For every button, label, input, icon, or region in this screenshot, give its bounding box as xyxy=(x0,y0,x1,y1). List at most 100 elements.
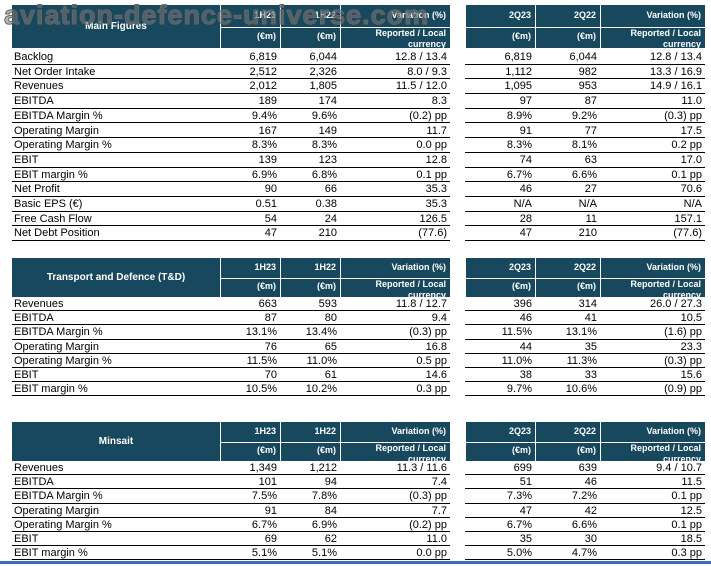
row-label: Revenues xyxy=(12,79,220,95)
cell-value: 46 xyxy=(465,182,535,197)
header-label: Variation (%) xyxy=(646,9,701,20)
cell-value: 47 xyxy=(465,226,535,242)
cell-value: 123 xyxy=(280,153,340,168)
cell-value: 66 xyxy=(280,182,340,197)
header-label: 2Q23 xyxy=(508,261,531,272)
cell-value: 16.8 xyxy=(340,340,450,354)
row-label: Revenues xyxy=(12,461,220,476)
cell-value: 9.2% xyxy=(535,109,600,124)
header-unit: Reported / Local currency xyxy=(375,278,446,300)
column-header: Variation (%) Reported / Local currency xyxy=(600,422,705,464)
cell-value: 0.1 pp xyxy=(600,489,705,504)
row-label: EBITDA Margin % xyxy=(12,325,220,340)
cell-value: 47 xyxy=(220,226,280,242)
section-title-cell: Transport and Defence (T&D) xyxy=(12,258,220,297)
row-label: Net Profit xyxy=(12,182,220,197)
header-divider xyxy=(341,26,450,28)
cell-value: 6,819 xyxy=(220,50,280,65)
section-title: Main Figures xyxy=(85,21,147,32)
header-label: 2Q22 xyxy=(573,9,596,20)
header-unit: Reported / Local currency xyxy=(630,27,701,49)
cell-value: 8.9% xyxy=(465,109,535,124)
cell-value: 35.3 xyxy=(340,197,450,212)
cell-value: (0.3) pp xyxy=(600,109,705,124)
header-divider xyxy=(466,277,535,279)
cell-value: 6.9% xyxy=(280,518,340,532)
header-label: 1H22 xyxy=(314,425,336,436)
cell-value: 18.5 xyxy=(600,532,705,547)
cell-value: 6,044 xyxy=(535,50,600,65)
cell-value: (0.9) pp xyxy=(600,382,705,397)
cell-value: 51 xyxy=(465,475,535,490)
header-divider xyxy=(536,441,600,443)
header-unit: (€m) xyxy=(576,445,596,456)
header-label: Variation (%) xyxy=(391,9,446,20)
header-unit: (€m) xyxy=(256,281,276,292)
header-divider xyxy=(341,277,450,279)
cell-value: 11.5% xyxy=(220,354,280,368)
cell-value: 62 xyxy=(280,532,340,547)
cell-value: 593 xyxy=(280,297,340,312)
cell-value: 6.8% xyxy=(280,168,340,183)
cell-value: 6.7% xyxy=(465,518,535,532)
cell-value: 44 xyxy=(465,340,535,354)
cell-value: 65 xyxy=(280,340,340,354)
cell-value: 0.38 xyxy=(280,197,340,212)
cell-value: 13.4% xyxy=(280,325,340,340)
cell-value: 8.0 / 9.3 xyxy=(340,65,450,80)
cell-value: 6.6% xyxy=(535,518,600,532)
cell-value: 12.8 / 13.4 xyxy=(340,50,450,65)
cell-value: 189 xyxy=(220,94,280,109)
row-label: EBITDA Margin % xyxy=(12,109,220,124)
section-title: Minsait xyxy=(98,436,134,447)
cell-value: 101 xyxy=(220,475,280,490)
header-divider xyxy=(341,441,450,443)
row-label: Revenues xyxy=(12,297,220,312)
cell-value: 5.0% xyxy=(465,546,535,561)
cell-value: (77.6) xyxy=(340,226,450,242)
header-divider xyxy=(466,26,535,28)
cell-value: 35 xyxy=(465,532,535,547)
cell-value: 7.7 xyxy=(340,504,450,518)
cell-value: 8.3% xyxy=(280,138,340,153)
row-label: Net Debt Position xyxy=(12,226,220,242)
header-label: 1H22 xyxy=(314,9,336,20)
header-unit: (€m) xyxy=(576,31,596,42)
cell-value: 953 xyxy=(535,79,600,95)
cell-value: 87 xyxy=(220,311,280,326)
row-label: EBIT xyxy=(12,368,220,383)
cell-value: 639 xyxy=(535,461,600,476)
cell-value: 77 xyxy=(535,124,600,139)
cell-value: 87 xyxy=(535,94,600,109)
row-label: Free Cash Flow xyxy=(12,212,220,227)
cell-value: 11.0 xyxy=(340,532,450,547)
cell-value: 10.5% xyxy=(220,382,280,397)
cell-value: 9.4 xyxy=(340,311,450,326)
cell-value: 70.6 xyxy=(600,182,705,197)
header-divider xyxy=(601,277,705,279)
cell-value: 174 xyxy=(280,94,340,109)
header-unit: Reported / Local currency xyxy=(630,442,701,464)
cell-value: 54 xyxy=(220,212,280,227)
cell-value: 314 xyxy=(535,297,600,312)
section-title-cell: Minsait xyxy=(12,422,220,461)
header-label: 2Q23 xyxy=(508,425,531,436)
header-label: Variation (%) xyxy=(391,261,446,272)
cell-value: 4.7% xyxy=(535,546,600,561)
row-label: Operating Margin % xyxy=(12,354,220,368)
row-label: Backlog xyxy=(12,50,220,65)
cell-value: 663 xyxy=(220,297,280,312)
cell-value: 38 xyxy=(465,368,535,383)
bottom-rule xyxy=(0,561,711,564)
cell-value: 35.3 xyxy=(340,182,450,197)
header-divider xyxy=(601,441,705,443)
header-unit: (€m) xyxy=(316,31,336,42)
cell-value: 14.6 xyxy=(340,368,450,383)
cell-value: 84 xyxy=(280,504,340,518)
cell-value: 26.0 / 27.3 xyxy=(600,297,705,312)
cell-value: 1,112 xyxy=(465,65,535,80)
header-divider xyxy=(536,277,600,279)
row-label: EBIT xyxy=(12,153,220,168)
row-label: EBITDA Margin % xyxy=(12,489,220,504)
